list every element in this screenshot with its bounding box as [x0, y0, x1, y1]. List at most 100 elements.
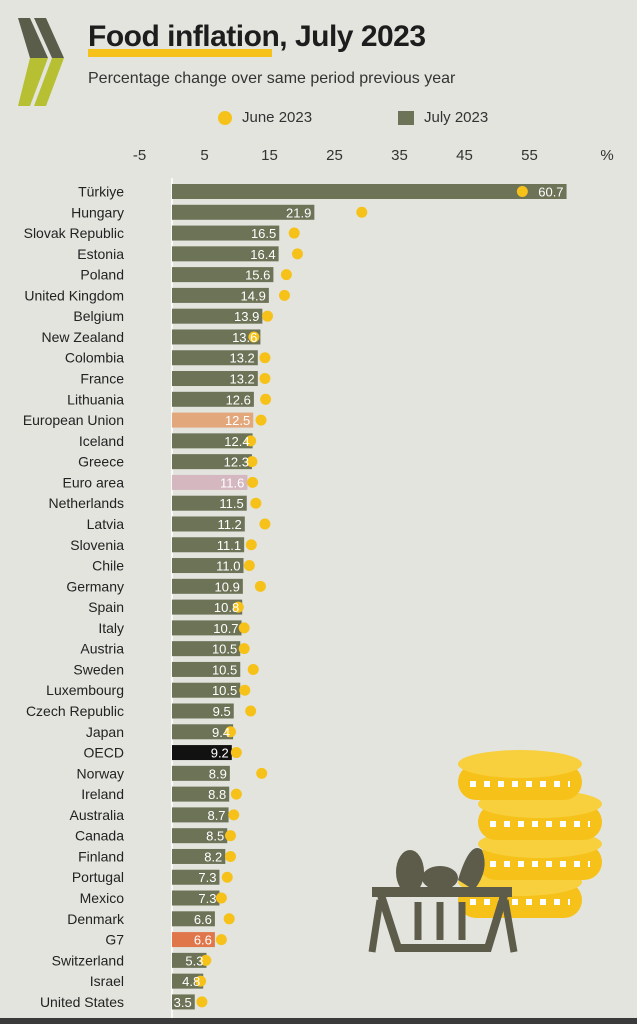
- june-dot: [250, 497, 262, 509]
- x-tick-label: 45: [456, 147, 473, 164]
- july-bar: [172, 412, 254, 428]
- june-dot: [356, 206, 368, 218]
- july-bar: [172, 287, 269, 303]
- july-bar: [172, 225, 280, 241]
- july-bar: [172, 578, 243, 594]
- july-bar: [172, 350, 258, 366]
- bar-value-label: 12.5: [225, 413, 250, 428]
- july-bar: [172, 391, 254, 407]
- june-dot: [195, 975, 207, 987]
- bar-value-label: 5.3: [185, 953, 203, 968]
- category-label: Belgium: [73, 308, 124, 324]
- june-dot: [228, 809, 240, 821]
- june-dot: [245, 435, 257, 447]
- june-dot: [516, 186, 528, 197]
- bar-value-label: 11.2: [217, 517, 241, 532]
- logo-stripe-dark: [18, 18, 48, 58]
- june-dot: [247, 476, 259, 488]
- bar-value-label: 60.7: [538, 185, 563, 200]
- june-dot: [256, 767, 268, 779]
- bar-value-label: 8.2: [204, 849, 222, 864]
- july-bar: [172, 474, 248, 490]
- july-bar: [172, 703, 234, 719]
- category-label: Poland: [80, 267, 124, 283]
- july-bar: [172, 599, 243, 615]
- july-bar: [172, 724, 234, 740]
- x-tick-label: 5: [200, 147, 208, 164]
- july-bar: [172, 204, 315, 220]
- june-dot: [291, 248, 303, 260]
- category-label: Türkiye: [78, 184, 124, 200]
- july-bar: [172, 661, 241, 677]
- x-unit-label: %: [600, 147, 613, 164]
- bar-value-label: 13.2: [229, 372, 254, 387]
- bar-value-label: 13.2: [229, 351, 254, 366]
- category-label: Greece: [78, 454, 124, 470]
- legend-june-label: June 2023: [242, 109, 313, 126]
- bar-value-label: 16.5: [251, 226, 276, 241]
- coins-basket-illustration: [368, 750, 602, 953]
- oecd-logo: [18, 10, 78, 119]
- july-bar: [172, 184, 567, 199]
- june-dot: [238, 643, 250, 655]
- july-bar: [172, 932, 215, 948]
- june-dot: [288, 227, 300, 239]
- july-bar: [172, 828, 228, 844]
- bar-value-label: 10.5: [212, 662, 237, 677]
- bar-value-label: 3.5: [174, 995, 192, 1010]
- logo-stripe-light: [18, 58, 48, 106]
- bar-value-label: 12.3: [224, 455, 249, 470]
- bar-value-label: 14.9: [241, 288, 266, 303]
- june-dot: [248, 331, 260, 343]
- july-bar: [172, 454, 252, 470]
- logo-stripe-light-2: [34, 58, 64, 106]
- june-dot: [215, 934, 227, 946]
- bar-value-label: 11.1: [217, 538, 241, 553]
- june-dot: [254, 580, 266, 592]
- category-label: Finland: [78, 848, 124, 864]
- june-dot: [238, 622, 250, 634]
- bar-value-label: 10.8: [214, 600, 239, 615]
- category-label: European Union: [23, 412, 124, 428]
- category-label: Iceland: [79, 433, 124, 449]
- bar-value-label: 10.9: [215, 579, 240, 594]
- july-bar: [172, 433, 253, 449]
- category-label: Slovenia: [70, 537, 124, 553]
- july-bar: [172, 973, 204, 989]
- july-bar: [172, 848, 226, 864]
- category-label: Norway: [77, 765, 124, 781]
- july-bar: [172, 495, 247, 511]
- june-dot: [230, 747, 242, 759]
- legend-july-marker: [398, 110, 414, 125]
- bar-value-label: 9.4: [212, 725, 230, 740]
- bar-value-label: 13.9: [234, 309, 259, 324]
- june-dot: [243, 560, 255, 572]
- bar-value-label: 4.8: [182, 974, 200, 989]
- bar-value-label: 11.0: [216, 559, 240, 574]
- category-label: Italy: [98, 620, 124, 636]
- june-dot: [255, 414, 267, 426]
- bar-value-label: 15.6: [245, 268, 270, 283]
- category-label: Colombia: [65, 350, 124, 366]
- vegetable-icon: [422, 866, 458, 890]
- category-label: Ireland: [81, 786, 124, 802]
- june-dot: [245, 539, 257, 551]
- june-dot: [221, 871, 233, 883]
- category-label: OECD: [84, 745, 124, 761]
- category-label: Portugal: [72, 869, 124, 885]
- june-dot: [262, 310, 274, 322]
- category-label: Luxembourg: [46, 682, 124, 698]
- bar-value-label: 8.7: [207, 808, 225, 823]
- bar-value-label: 11.5: [219, 496, 243, 511]
- category-label: Austria: [80, 641, 124, 657]
- bar-value-label: 13.6: [232, 330, 257, 345]
- x-tick-label: 25: [326, 147, 343, 164]
- category-label: Slovak Republic: [24, 225, 124, 241]
- bottom-bar: [0, 1018, 637, 1024]
- july-bar: [172, 890, 220, 906]
- june-dot: [246, 456, 258, 468]
- june-dot: [232, 601, 244, 613]
- category-label: Latvia: [87, 516, 125, 532]
- july-bar: [172, 267, 274, 283]
